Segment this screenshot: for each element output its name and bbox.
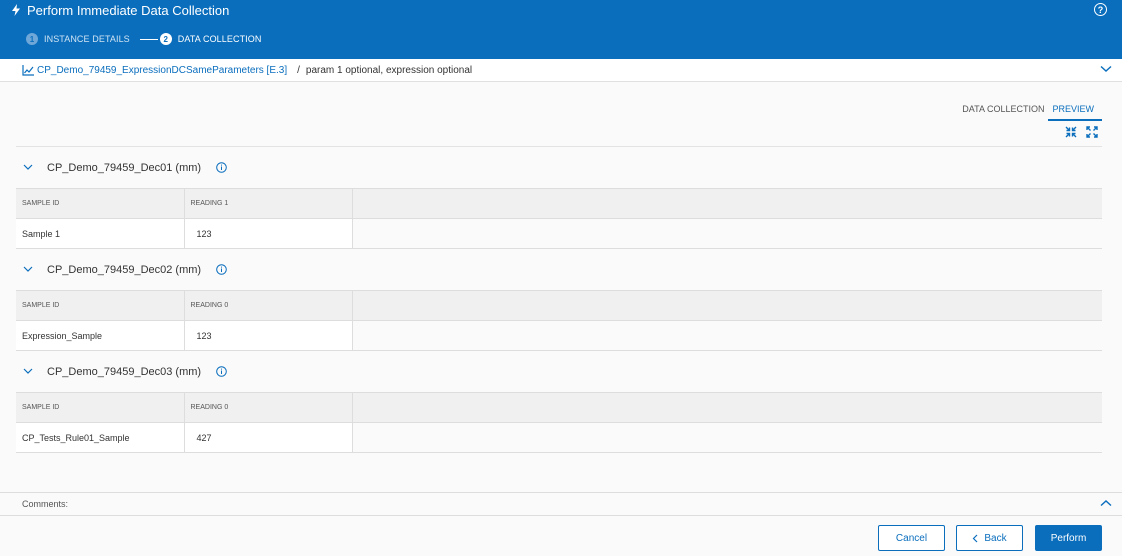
empty-cell xyxy=(352,218,1102,249)
back-button[interactable]: Back xyxy=(956,525,1023,551)
column-header: SAMPLE ID xyxy=(16,392,185,423)
breadcrumb-detail: param 1 optional, expression optional xyxy=(305,64,473,76)
tab-preview[interactable]: PREVIEW xyxy=(1048,101,1102,121)
table-row: Sample 1 123 xyxy=(16,218,1102,249)
column-header: READING 0 xyxy=(184,290,353,321)
chevron-down-icon[interactable] xyxy=(23,266,33,273)
view-tools xyxy=(1065,126,1098,138)
step-number: 2 xyxy=(159,33,172,45)
wizard-steps: 1 INSTANCE DETAILS 2 DATA COLLECTION xyxy=(26,33,261,45)
chevron-left-icon xyxy=(972,534,978,543)
section-header[interactable]: CP_Demo_79459_Dec03 (mm) xyxy=(16,351,1102,392)
column-header: SAMPLE ID xyxy=(16,188,185,219)
step-label: INSTANCE DETAILS xyxy=(44,34,130,44)
readings-table: SAMPLE ID READING 1 Sample 1 123 xyxy=(16,188,1102,249)
column-header: READING 1 xyxy=(184,188,353,219)
readings-table: SAMPLE ID READING 0 CP_Tests_Rule01_Samp… xyxy=(16,392,1102,453)
perform-button[interactable]: Perform xyxy=(1035,525,1102,551)
dialog-footer: Cancel Back Perform xyxy=(0,516,1122,556)
breadcrumb: CP_Demo_79459_ExpressionDCSameParameters… xyxy=(0,59,1122,82)
section-header[interactable]: CP_Demo_79459_Dec01 (mm) xyxy=(16,147,1102,188)
collapse-icon[interactable] xyxy=(1065,126,1077,138)
comments-bar[interactable]: Comments: xyxy=(0,492,1122,516)
dialog-title-text: Perform Immediate Data Collection xyxy=(27,2,230,18)
sample-id-cell: Sample 1 xyxy=(16,218,185,249)
step-connector xyxy=(139,38,158,40)
column-header-empty xyxy=(352,188,1102,219)
column-header: READING 0 xyxy=(184,392,353,423)
breadcrumb-link[interactable]: CP_Demo_79459_ExpressionDCSameParameters… xyxy=(37,64,288,76)
chevron-down-icon[interactable] xyxy=(23,164,33,171)
reading-cell[interactable]: 427 xyxy=(184,422,353,453)
tab-data-collection[interactable]: DATA COLLECTION xyxy=(962,104,1045,114)
dc-section: CP_Demo_79459_Dec03 (mm) SAMPLE ID READI… xyxy=(16,351,1102,453)
chevron-up-icon[interactable] xyxy=(1100,499,1112,507)
sample-id-cell: Expression_Sample xyxy=(16,320,185,351)
back-button-label: Back xyxy=(984,532,1007,544)
dc-section: CP_Demo_79459_Dec01 (mm) SAMPLE ID READI… xyxy=(16,147,1102,249)
dialog-title: Perform Immediate Data Collection xyxy=(11,2,229,18)
info-icon[interactable] xyxy=(216,264,227,275)
table-header-row: SAMPLE ID READING 0 xyxy=(16,290,1102,321)
chevron-down-icon[interactable] xyxy=(1100,65,1112,73)
table-row: Expression_Sample 123 xyxy=(16,320,1102,351)
section-title: CP_Demo_79459_Dec03 (mm) xyxy=(47,365,202,378)
readings-table: SAMPLE ID READING 0 Expression_Sample 12… xyxy=(16,290,1102,351)
app-header: Perform Immediate Data Collection ? 1 IN… xyxy=(0,0,1122,59)
section-title: CP_Demo_79459_Dec02 (mm) xyxy=(47,263,202,276)
section-header[interactable]: CP_Demo_79459_Dec02 (mm) xyxy=(16,249,1102,290)
empty-cell xyxy=(352,320,1102,351)
dc-section: CP_Demo_79459_Dec02 (mm) SAMPLE ID READI… xyxy=(16,249,1102,351)
view-tabs: DATA COLLECTION PREVIEW xyxy=(958,101,1102,121)
column-header: SAMPLE ID xyxy=(16,290,185,321)
chart-icon xyxy=(22,64,34,76)
column-header-empty xyxy=(352,392,1102,423)
sample-id-cell: CP_Tests_Rule01_Sample xyxy=(16,422,185,453)
table-header-row: SAMPLE ID READING 0 xyxy=(16,392,1102,423)
cancel-button[interactable]: Cancel xyxy=(878,525,945,551)
step-label: DATA COLLECTION xyxy=(177,34,262,44)
step-instance-details[interactable]: 1 INSTANCE DETAILS xyxy=(26,33,130,45)
info-icon[interactable] xyxy=(216,162,227,173)
help-icon[interactable]: ? xyxy=(1094,3,1107,16)
step-number: 1 xyxy=(26,33,38,45)
column-header-empty xyxy=(352,290,1102,321)
data-collection-content: CP_Demo_79459_Dec01 (mm) SAMPLE ID READI… xyxy=(16,146,1102,453)
section-title: CP_Demo_79459_Dec01 (mm) xyxy=(47,161,202,174)
reading-cell[interactable]: 123 xyxy=(184,320,353,351)
chevron-down-icon[interactable] xyxy=(23,368,33,375)
expand-icon[interactable] xyxy=(1086,126,1098,138)
table-header-row: SAMPLE ID READING 1 xyxy=(16,188,1102,219)
table-row: CP_Tests_Rule01_Sample 427 xyxy=(16,422,1102,453)
step-data-collection[interactable]: 2 DATA COLLECTION xyxy=(159,33,262,45)
reading-cell[interactable]: 123 xyxy=(184,218,353,249)
breadcrumb-separator: / xyxy=(297,64,300,76)
info-icon[interactable] xyxy=(216,366,227,377)
empty-cell xyxy=(352,422,1102,453)
comments-label: Comments: xyxy=(22,499,69,509)
bolt-icon xyxy=(11,4,21,16)
